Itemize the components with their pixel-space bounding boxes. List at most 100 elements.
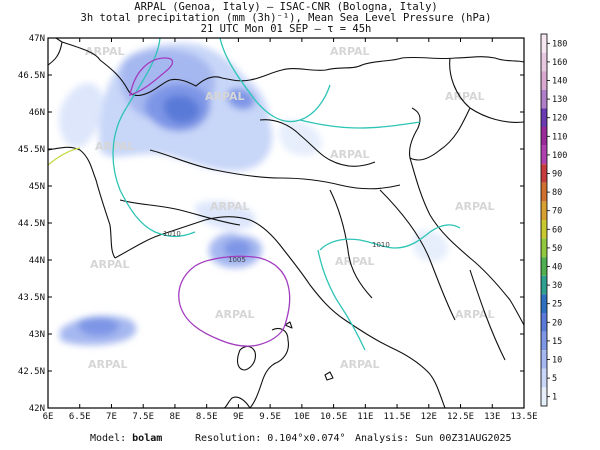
- colorbar-swatch: [541, 257, 547, 276]
- axis-ticks: [47, 37, 525, 409]
- footer-resolution: Resolution: 0.104°x0.074°: [195, 433, 346, 444]
- lat-label: 46N: [29, 108, 45, 118]
- colorbar-label: 180: [552, 39, 567, 49]
- lon-label: 9E: [233, 412, 244, 422]
- colorbar-label: 25: [552, 300, 562, 310]
- isobar-1010-south: [317, 249, 366, 351]
- lat-label: 45N: [29, 182, 45, 192]
- colorbar-swatch: [541, 71, 547, 90]
- watermark: ARPAL: [455, 200, 495, 213]
- border-north-1: [61, 41, 327, 97]
- isobar-label: 1005: [228, 256, 246, 264]
- border-internal-2: [149, 149, 401, 190]
- border-internal-4: [329, 189, 373, 299]
- isobar-1010-west: [112, 38, 196, 238]
- watermark: ARPAL: [215, 308, 255, 321]
- colorbar: 1801601401301201101009080706050403025201…: [541, 34, 567, 406]
- coastlines: [48, 38, 524, 408]
- watermark: ARPAL: [455, 308, 495, 321]
- watermark: ARPAL: [330, 45, 370, 58]
- footer-model: Model: bolam: [90, 433, 162, 444]
- lat-label: 45.5N: [18, 145, 45, 155]
- watermark: ARPAL: [95, 140, 135, 153]
- lon-label: 7E: [106, 412, 117, 422]
- watermark: ARPAL: [85, 45, 125, 58]
- coast-sardinia-east: [249, 327, 289, 408]
- colorbar-swatch: [541, 238, 547, 258]
- lon-label: 11.5E: [384, 412, 411, 422]
- footer-resolution-label: Resolution:: [195, 433, 262, 444]
- island-capraia: [284, 321, 293, 329]
- colorbar-swatch: [541, 145, 547, 165]
- header-line-1: ARPAL (Genoa, Italy) — ISAC-CNR (Bologna…: [134, 1, 438, 13]
- watermark: ARPAL: [90, 258, 130, 271]
- colorbar-label: 110: [552, 132, 567, 142]
- border-fr: [48, 146, 116, 259]
- lat-label: 44.5N: [18, 219, 45, 229]
- lon-label: 11E: [357, 412, 373, 422]
- colorbar-label: 90: [552, 170, 562, 180]
- colorbar-swatch: [541, 127, 547, 146]
- isobars: [48, 38, 461, 351]
- colorbar-label: 70: [552, 207, 562, 217]
- coast-adriatic: [409, 157, 524, 326]
- coast-west: [114, 216, 446, 408]
- colorbar-label: 80: [552, 188, 562, 198]
- lon-label: 9.5E: [259, 412, 281, 422]
- lon-label: 6E: [43, 412, 54, 422]
- lon-label: 10E: [294, 412, 310, 422]
- lat-label: 42.5N: [18, 367, 45, 377]
- lon-label: 13.5E: [510, 412, 537, 422]
- colorbar-swatch: [541, 34, 547, 53]
- border-internal-6: [469, 269, 506, 361]
- colorbar-label: 160: [552, 58, 567, 68]
- colorbar-swatch: [541, 294, 547, 313]
- colorbar-label: 60: [552, 225, 562, 235]
- colorbar-swatch: [541, 108, 547, 127]
- longitude-labels: 6E 6.5E 7E 7.5E 8E 8.5E 9E 9.5E 10E 10.5E 11E 11.5E…: [43, 412, 538, 422]
- lat-label: 42N: [29, 404, 45, 414]
- coast-sardinia-south: [223, 396, 251, 408]
- watermark: ARPAL: [445, 90, 485, 103]
- colorbar-label: 10: [552, 356, 562, 366]
- border-north-2: [325, 56, 524, 71]
- footer-resolution-value: 0.104°x0.074°: [267, 433, 346, 444]
- colorbar-label: 120: [552, 114, 567, 124]
- isobar-1010-middle: [299, 119, 421, 129]
- colorbar-label: 20: [552, 318, 562, 328]
- isobar-1005-alps: [129, 57, 174, 96]
- lon-label: 12E: [421, 412, 437, 422]
- colorbar-label: 30: [552, 281, 562, 291]
- precipitation-field: [59, 43, 449, 346]
- lon-label: 12.5E: [447, 412, 474, 422]
- isobar-label: 1010: [163, 230, 181, 238]
- footer-analysis-value: Sun 00Z31AUG2025: [415, 433, 512, 444]
- isobar-label: 1010: [372, 241, 390, 249]
- colorbar-swatch: [541, 220, 547, 239]
- colorbar-label: 130: [552, 95, 567, 105]
- colorbar-swatch: [541, 164, 547, 183]
- isobar-1005-ligurian: [178, 255, 291, 347]
- border-internal-3: [119, 199, 241, 226]
- footer-model-label: Model:: [90, 433, 127, 444]
- lat-label: 43.5N: [18, 293, 45, 303]
- colorbar-label: 1: [552, 393, 557, 403]
- lat-label: 46.5N: [18, 71, 45, 81]
- colorbar-swatch: [541, 201, 547, 220]
- colorbar-swatch: [541, 313, 547, 332]
- colorbar-label: 15: [552, 337, 562, 347]
- watermark: ARPAL: [335, 255, 375, 268]
- lat-label: 47N: [29, 34, 45, 44]
- lat-label: 44N: [29, 256, 45, 266]
- lon-label: 8E: [170, 412, 181, 422]
- isobar-labels: 1010 1010 1005: [163, 230, 390, 264]
- watermark: ARPAL: [88, 358, 128, 371]
- lat-label: 43N: [29, 330, 45, 340]
- colorbar-swatch: [541, 52, 547, 72]
- header-line-2: 3h total precipitation (mm (3h)⁻¹), Mean…: [80, 12, 492, 24]
- footer-analysis-label: Analysis:: [355, 433, 410, 444]
- colorbar-frame: [540, 33, 548, 407]
- colorbar-label: 5: [552, 374, 557, 384]
- isobar-1010-east: [319, 224, 461, 251]
